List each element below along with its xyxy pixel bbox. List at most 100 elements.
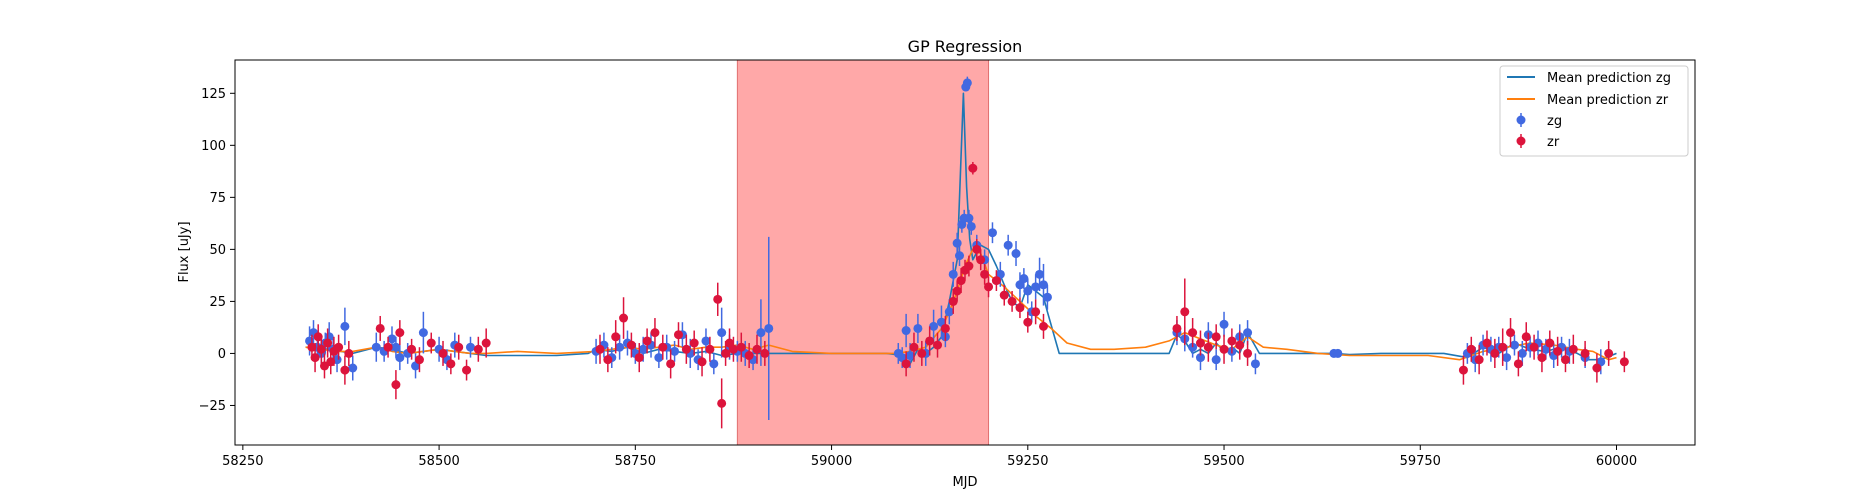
data-point-zr xyxy=(1466,336,1476,362)
marker-zr xyxy=(968,163,978,173)
marker-zr xyxy=(697,357,707,367)
marker-zr xyxy=(1490,348,1500,358)
marker-zr xyxy=(611,332,621,342)
x-tick-label: 59250 xyxy=(1007,454,1048,469)
marker-zr xyxy=(1211,332,1221,342)
marker-zg xyxy=(418,328,428,338)
marker-zg xyxy=(1219,319,1229,329)
data-point-zr xyxy=(1203,332,1213,362)
data-point-zr xyxy=(1235,330,1245,360)
x-tick-label: 58750 xyxy=(615,454,656,469)
marker-zr xyxy=(334,342,344,352)
marker-zr xyxy=(1203,342,1213,352)
marker-zg xyxy=(465,342,475,352)
marker-zg xyxy=(1502,353,1512,363)
marker-zr xyxy=(426,338,436,348)
marker-zr xyxy=(689,338,699,348)
marker-zr xyxy=(972,244,982,254)
legend-label-zr: zr xyxy=(1547,135,1560,150)
data-point-zr xyxy=(383,336,393,358)
marker-zg xyxy=(1011,249,1021,259)
marker-zr xyxy=(760,348,770,358)
marker-zg xyxy=(1211,355,1221,365)
data-point-zr xyxy=(952,280,962,302)
marker-zr xyxy=(1235,340,1245,350)
data-point-zr xyxy=(991,270,1001,291)
x-tick-label: 60000 xyxy=(1596,454,1637,469)
marker-zr xyxy=(1180,307,1190,317)
marker-zr xyxy=(375,323,385,333)
marker-zr xyxy=(1023,317,1033,327)
x-tick-label: 58250 xyxy=(222,454,263,469)
data-point-zr xyxy=(1592,353,1602,383)
marker-zr xyxy=(717,398,727,408)
marker-zr xyxy=(595,344,605,354)
y-tick-label: 25 xyxy=(209,295,226,310)
data-point-zr xyxy=(619,297,629,339)
data-point-zr xyxy=(901,351,911,377)
marker-zr xyxy=(619,313,629,323)
marker-zg xyxy=(340,321,350,331)
marker-zr xyxy=(1227,336,1237,346)
marker-zr xyxy=(980,269,990,279)
data-point-zr xyxy=(1545,330,1555,356)
marker-zr xyxy=(1031,307,1041,317)
marker-zg xyxy=(1035,269,1045,279)
data-point-zr xyxy=(1188,318,1198,348)
marker-zg xyxy=(905,351,915,361)
marker-zg xyxy=(901,326,911,336)
marker-zr xyxy=(673,330,683,340)
marker-zr xyxy=(391,380,401,390)
data-point-zg xyxy=(1243,320,1253,346)
data-point-zr xyxy=(1560,347,1570,373)
marker-zg xyxy=(717,328,727,338)
data-point-zr xyxy=(426,332,436,354)
y-tick-label: 125 xyxy=(201,87,226,102)
marker-zr xyxy=(713,294,723,304)
data-point-zr xyxy=(736,332,746,362)
data-point-zr xyxy=(1458,355,1468,385)
marker-zr xyxy=(316,344,326,354)
marker-zr xyxy=(1015,303,1025,313)
marker-zr xyxy=(634,353,644,363)
data-point-zr xyxy=(626,332,636,358)
marker-zg xyxy=(654,353,664,363)
data-point-zr xyxy=(713,282,723,316)
marker-zr xyxy=(1188,328,1198,338)
observations-layer xyxy=(305,76,1629,429)
marker-zr xyxy=(721,348,731,358)
marker-zr xyxy=(705,344,715,354)
data-point-zg xyxy=(929,309,939,344)
data-point-zg xyxy=(709,353,719,375)
marker-zr xyxy=(956,276,966,286)
data-point-zr xyxy=(1490,338,1500,368)
x-tick-label: 59500 xyxy=(1203,454,1244,469)
data-point-zr xyxy=(634,343,644,373)
marker-zg xyxy=(1038,280,1048,290)
legend-label-zg: zg xyxy=(1547,114,1562,129)
data-point-zg xyxy=(901,313,911,348)
data-point-zg xyxy=(955,245,965,267)
data-point-zr xyxy=(481,328,491,358)
data-point-zr xyxy=(454,334,464,360)
marker-zr xyxy=(326,357,336,367)
data-point-zr xyxy=(964,255,974,277)
data-point-zg xyxy=(670,340,680,362)
y-tick-label: 100 xyxy=(201,139,226,154)
marker-zg xyxy=(929,321,939,331)
marker-zr xyxy=(666,359,676,369)
marker-zg xyxy=(964,213,974,223)
data-point-zg xyxy=(1003,234,1013,256)
marker-zr xyxy=(1553,346,1563,356)
data-point-zr xyxy=(925,326,935,356)
y-tick-label: 0 xyxy=(218,347,226,362)
marker-zg xyxy=(764,323,774,333)
data-point-zg xyxy=(764,236,774,421)
data-point-zr xyxy=(407,338,417,360)
marker-zg xyxy=(1023,286,1033,296)
data-point-zr xyxy=(673,322,683,348)
marker-zr xyxy=(307,342,317,352)
marker-zg xyxy=(395,353,405,363)
marker-zr xyxy=(976,255,986,265)
